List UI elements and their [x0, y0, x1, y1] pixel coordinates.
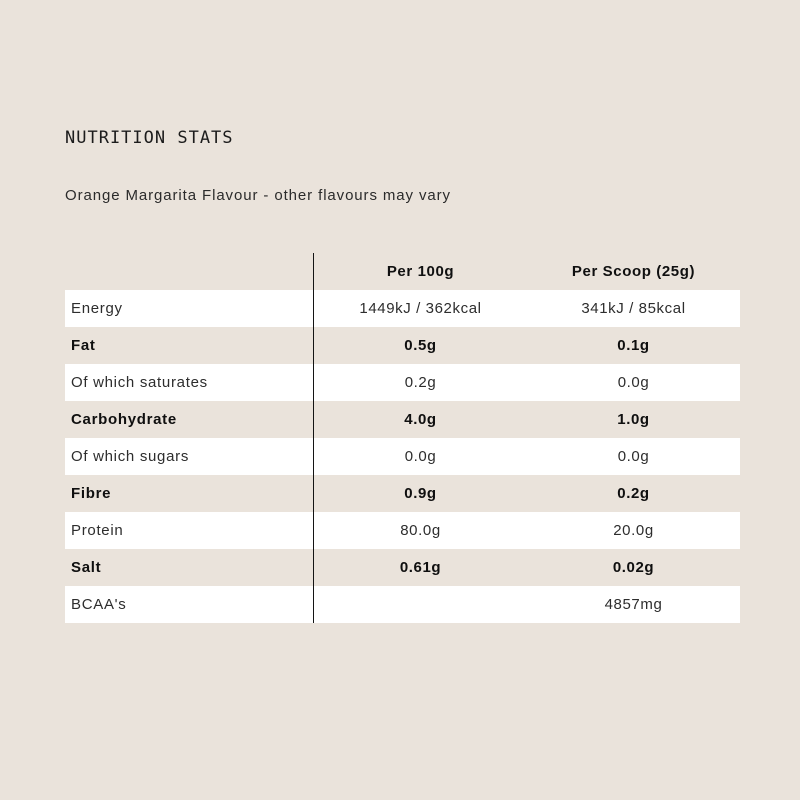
header-per-scoop: Per Scoop (25g) [571, 263, 696, 280]
per-scoop-value: 0.1g [617, 337, 650, 354]
table-row-bcaa: BCAA's 4857mg [65, 586, 740, 623]
per-100g-value: 0.5g [313, 327, 527, 364]
per-scoop-value: 0.0g [617, 374, 650, 391]
per-scoop-value: 0.02g [612, 559, 655, 576]
table-row-salt: Salt 0.61g 0.02g [65, 549, 740, 586]
per-scoop-value: 341kJ / 85kcal [581, 300, 686, 317]
header-per-100g: Per 100g [313, 253, 527, 290]
per-100g-value: 0.2g [313, 364, 527, 401]
per-100g-value: 0.9g [313, 475, 527, 512]
nutrient-label: Energy [71, 300, 123, 317]
nutrient-label: Carbohydrate [71, 411, 177, 428]
per-100g-value: 80.0g [313, 512, 527, 549]
per-100g-value: 0.0g [313, 438, 527, 475]
table-row-protein: Protein 80.0g 20.0g [65, 512, 740, 549]
per-100g-value: 1449kJ / 362kcal [313, 290, 527, 327]
flavour-note: Orange Margarita Flavour - other flavour… [65, 187, 451, 204]
per-100g-value [313, 586, 527, 623]
nutrient-label: Salt [71, 559, 102, 576]
nutrient-label: BCAA's [71, 596, 127, 613]
nutrient-label: Fibre [71, 485, 112, 502]
nutrient-label: Protein [71, 522, 124, 539]
nutrient-label: Of which saturates [71, 374, 208, 391]
per-scoop-value: 4857mg [604, 596, 663, 613]
per-100g-value: 0.61g [313, 549, 527, 586]
per-scoop-value: 20.0g [613, 522, 654, 539]
table-row-energy: Energy 1449kJ / 362kcal 341kJ / 85kcal [65, 290, 740, 327]
nutrient-label: Fat [71, 337, 96, 354]
header-nutrient-cell [65, 253, 313, 290]
table-row-fibre: Fibre 0.9g 0.2g [65, 475, 740, 512]
per-scoop-value: 0.0g [617, 448, 650, 465]
table-header-row: Per 100g Per Scoop (25g) [65, 253, 740, 290]
per-scoop-value: 0.2g [617, 485, 650, 502]
table-row-sugars: Of which sugars 0.0g 0.0g [65, 438, 740, 475]
per-scoop-value: 1.0g [617, 411, 650, 428]
table-row-saturates: Of which saturates 0.2g 0.0g [65, 364, 740, 401]
nutrient-label: Of which sugars [71, 448, 190, 465]
table-row-carbohydrate: Carbohydrate 4.0g 1.0g [65, 401, 740, 438]
nutrition-table: Per 100g Per Scoop (25g) Energy 1449kJ /… [65, 253, 740, 623]
section-title: NUTRITION STATS [65, 128, 234, 148]
per-100g-value: 4.0g [313, 401, 527, 438]
table-row-fat: Fat 0.5g 0.1g [65, 327, 740, 364]
